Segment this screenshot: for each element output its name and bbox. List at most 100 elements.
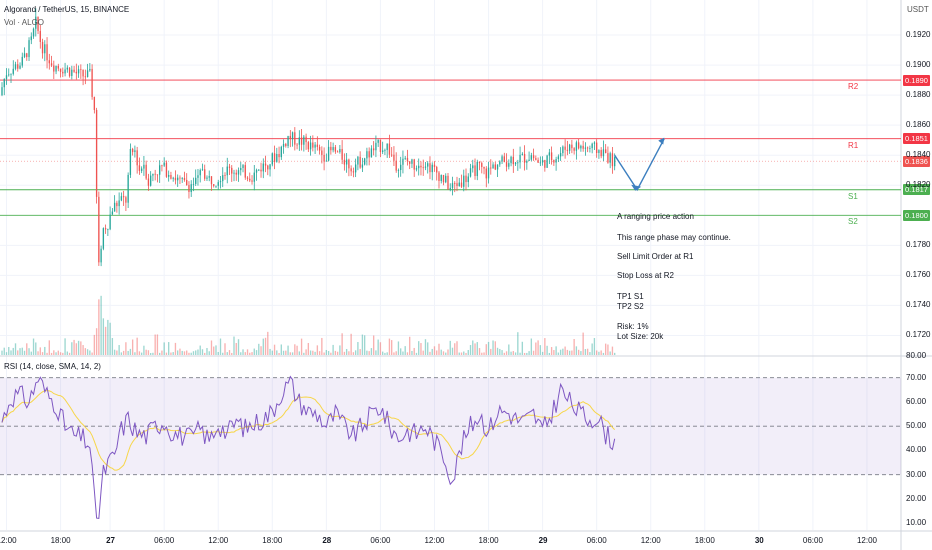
volume-bar	[152, 352, 154, 355]
candle-body	[476, 161, 478, 177]
candle-body	[206, 177, 208, 179]
volume-bar	[14, 343, 17, 355]
volume-bar	[409, 336, 411, 355]
time-tick-label: 28	[322, 536, 332, 545]
volume-bar	[260, 346, 262, 355]
volume-bar	[138, 351, 141, 355]
candle-body	[573, 148, 575, 151]
volume-bar	[195, 350, 197, 355]
candle-body	[609, 153, 611, 163]
candle-body	[255, 169, 258, 173]
volume-bar	[120, 352, 123, 355]
volume-bar	[201, 349, 204, 355]
volume-bar	[307, 342, 310, 355]
volume-bar	[276, 350, 278, 355]
candle-body	[571, 144, 573, 149]
candle-body	[372, 148, 375, 151]
candle-body	[161, 165, 163, 167]
volume-bar	[282, 350, 285, 355]
volume-bar	[217, 351, 219, 355]
volume-bar	[478, 348, 481, 355]
candle-body	[517, 162, 519, 164]
candle-body	[393, 154, 395, 161]
forecast-arrow[interactable]	[614, 137, 665, 192]
candle-body	[77, 69, 80, 74]
volume-bar	[113, 349, 116, 355]
price-tag-s1: 0.1817	[903, 184, 930, 196]
volume-bar	[496, 347, 499, 355]
candle-body	[510, 156, 512, 164]
candle-body	[454, 183, 456, 184]
candle-body	[562, 146, 564, 154]
rsi-tick-label: 40.00	[906, 445, 927, 455]
candle-body	[145, 164, 147, 179]
candle-body	[163, 162, 165, 166]
time-tick-label: 18:00	[694, 536, 715, 545]
volume-bar	[296, 345, 298, 355]
volume-bar	[73, 339, 75, 355]
volume-bar	[37, 351, 39, 355]
candle-body	[131, 148, 134, 153]
candle-body	[580, 145, 582, 149]
volume-bar	[258, 343, 260, 355]
volume-bar	[582, 332, 584, 355]
candle-body	[219, 181, 222, 183]
volume-bar	[359, 349, 361, 355]
candle-body	[375, 142, 377, 151]
candle-body	[350, 168, 352, 172]
volume-bar	[86, 349, 89, 355]
volume-bar	[116, 350, 118, 355]
candle-body	[307, 142, 310, 150]
volume-bar	[161, 350, 163, 355]
volume-bar	[219, 338, 222, 355]
time-tick-label: 06:00	[586, 536, 607, 545]
volume-bar	[102, 318, 105, 355]
volume-bar	[327, 350, 330, 355]
level-label-r2: R2	[848, 82, 859, 92]
volume-bar	[163, 342, 165, 355]
level-label-s1: S1	[848, 191, 858, 201]
candle-body	[26, 53, 28, 58]
volume-bar	[228, 350, 231, 355]
volume-bar	[298, 351, 301, 355]
rsi-line	[1, 375, 616, 519]
volume-bar	[532, 350, 535, 355]
candle-body	[64, 69, 66, 74]
candle-body	[377, 139, 379, 143]
candle-body	[86, 70, 89, 78]
candle-body	[499, 161, 501, 165]
volume-bar	[5, 352, 8, 355]
last-price-tag: 0.1836	[903, 155, 930, 167]
candle-body	[19, 65, 21, 69]
trade-note-line: This range phase may continue.	[617, 233, 731, 242]
candle-body	[120, 196, 123, 201]
candle-body	[172, 177, 174, 179]
time-tick-label: 18:00	[50, 536, 71, 545]
volume-label[interactable]: Vol · ALGO	[4, 18, 45, 27]
candle-body	[447, 175, 449, 190]
rsi-label[interactable]: RSI (14, close, SMA, 14, 2)	[4, 362, 101, 371]
candle-body	[138, 165, 141, 171]
volume-bar	[575, 346, 578, 355]
candle-body	[192, 183, 195, 185]
candle-body	[143, 164, 145, 169]
candle-body	[231, 167, 233, 174]
volume-bar	[404, 346, 406, 355]
rsi-tick-label: 30.00	[906, 469, 927, 479]
volume-bar	[604, 343, 607, 355]
volume-bar	[213, 346, 215, 355]
candle-body	[361, 164, 364, 168]
volume-bar	[98, 299, 100, 355]
forecast-path	[614, 138, 665, 192]
volume-bar	[17, 350, 19, 355]
candle-body	[505, 162, 508, 167]
volume-bar	[318, 351, 321, 355]
candle-body	[183, 178, 186, 180]
volume-bar	[528, 351, 530, 355]
volume-bar	[483, 352, 485, 355]
time-tick-label: 12:00	[424, 536, 445, 545]
candle-body	[427, 163, 429, 167]
candle-body	[12, 68, 14, 74]
symbol-title[interactable]: Algorand / TetherUS, 15, BINANCE	[4, 5, 130, 14]
